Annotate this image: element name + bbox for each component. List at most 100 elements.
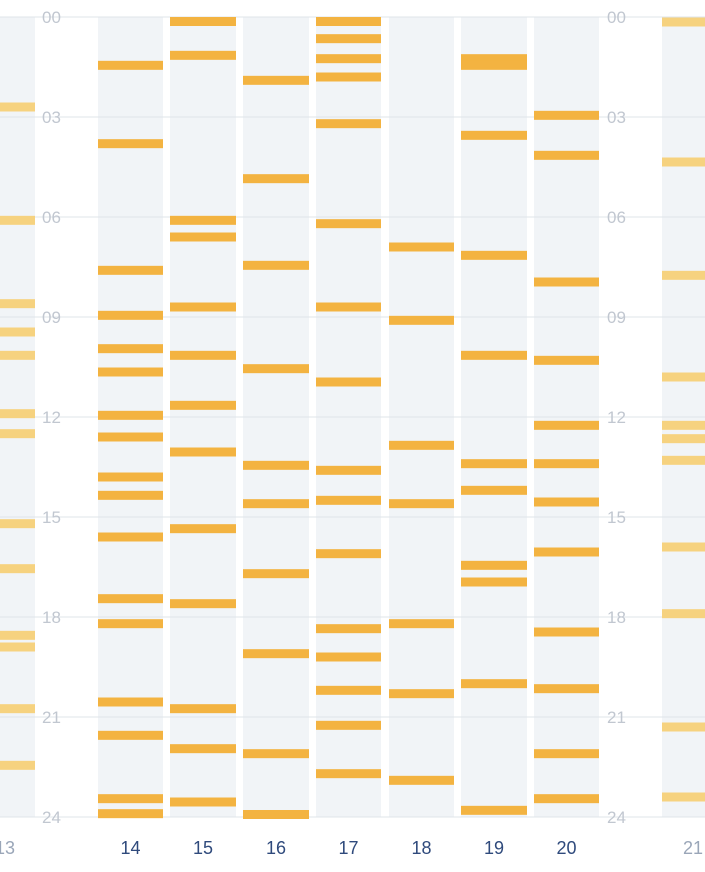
event-bar [0, 642, 35, 652]
event-bar [243, 749, 309, 759]
event-bar [98, 730, 163, 740]
event-bar [389, 689, 454, 699]
event-bar [0, 760, 35, 770]
hour-tick-left-axis: 24 [42, 808, 61, 827]
event-bar [243, 810, 309, 819]
hour-tick-right-axis: 03 [607, 108, 626, 127]
event-bar [243, 260, 309, 270]
event-bar [662, 792, 705, 802]
hour-tick-left-axis: 12 [42, 408, 61, 427]
event-bar [243, 460, 309, 470]
event-bar [316, 219, 381, 229]
day-tick-label: 20 [556, 838, 576, 858]
event-bar [170, 599, 236, 609]
event-bar [461, 250, 527, 260]
event-bar [461, 805, 527, 815]
event-bar [0, 409, 35, 419]
event-bar [316, 652, 381, 662]
event-bar [662, 609, 705, 619]
event-bar [662, 455, 705, 465]
event-bar [316, 465, 381, 475]
hour-tick-right-axis: 00 [607, 8, 626, 27]
event-bar [98, 809, 163, 819]
event-bar [534, 749, 599, 759]
day-tick-label: 16 [266, 838, 286, 858]
event-bar [98, 310, 163, 320]
hour-tick-right-axis: 24 [607, 808, 626, 827]
event-bar [170, 350, 236, 360]
event-bar [170, 215, 236, 225]
event-bar [0, 299, 35, 309]
event-bar [0, 350, 35, 360]
event-bar [98, 532, 163, 542]
event-bar [98, 344, 163, 354]
event-bar [243, 75, 309, 85]
event-bar [662, 722, 705, 732]
event-bar [461, 679, 527, 689]
event-bar [98, 472, 163, 482]
event-bar [316, 17, 381, 26]
event-bar [316, 72, 381, 82]
event-bar [534, 794, 599, 804]
event-bar [461, 485, 527, 495]
event-bar [316, 769, 381, 779]
event-bar [389, 775, 454, 785]
hour-tick-left-axis: 18 [42, 608, 61, 627]
day-tick-label: 13 [0, 838, 15, 858]
event-bar [461, 54, 527, 64]
event-bar [316, 119, 381, 129]
event-bar [662, 420, 705, 430]
event-bar [534, 547, 599, 557]
event-bar [0, 215, 35, 225]
event-bar [98, 410, 163, 420]
event-bar [461, 577, 527, 587]
day-tick-label: 19 [484, 838, 504, 858]
event-bar [0, 564, 35, 574]
event-bar [662, 270, 705, 280]
hour-tick-right-axis: 06 [607, 208, 626, 227]
event-bar [170, 704, 236, 714]
event-bar [98, 265, 163, 275]
event-bar [461, 350, 527, 360]
event-bar [662, 372, 705, 382]
event-bar [316, 495, 381, 505]
event-bar [534, 627, 599, 637]
event-bars [0, 17, 705, 819]
hour-tick-right-axis: 12 [607, 408, 626, 427]
event-bar [98, 60, 163, 70]
event-bar [170, 400, 236, 410]
hour-tick-right-axis: 15 [607, 508, 626, 527]
day-tick-label: 18 [411, 838, 431, 858]
event-bar [534, 110, 599, 120]
event-bar [170, 524, 236, 534]
hour-tick-left-axis: 15 [42, 508, 61, 527]
event-bar [461, 60, 527, 70]
hour-tick-left-axis: 00 [42, 8, 61, 27]
event-bar [98, 619, 163, 629]
gridlines [0, 16, 705, 818]
day-tick-label: 14 [120, 838, 140, 858]
event-bar [170, 17, 236, 26]
event-bar [316, 720, 381, 730]
day-tick-label: 17 [338, 838, 358, 858]
day-tick-label: 21 [683, 838, 703, 858]
event-bar [243, 174, 309, 184]
event-bar [243, 649, 309, 659]
event-bar [316, 685, 381, 695]
event-bar [534, 355, 599, 365]
event-bar [98, 697, 163, 707]
hour-tick-left-axis: 06 [42, 208, 61, 227]
event-bar [662, 542, 705, 552]
hour-tick-left-axis: 09 [42, 308, 61, 327]
event-bar [461, 130, 527, 140]
event-bar [98, 139, 163, 149]
event-bar [534, 150, 599, 160]
event-bar [170, 232, 236, 242]
event-bar [316, 549, 381, 559]
event-bar [0, 630, 35, 640]
event-bar [662, 17, 705, 27]
event-bar [243, 364, 309, 374]
event-bar [0, 704, 35, 714]
event-bar [170, 447, 236, 457]
